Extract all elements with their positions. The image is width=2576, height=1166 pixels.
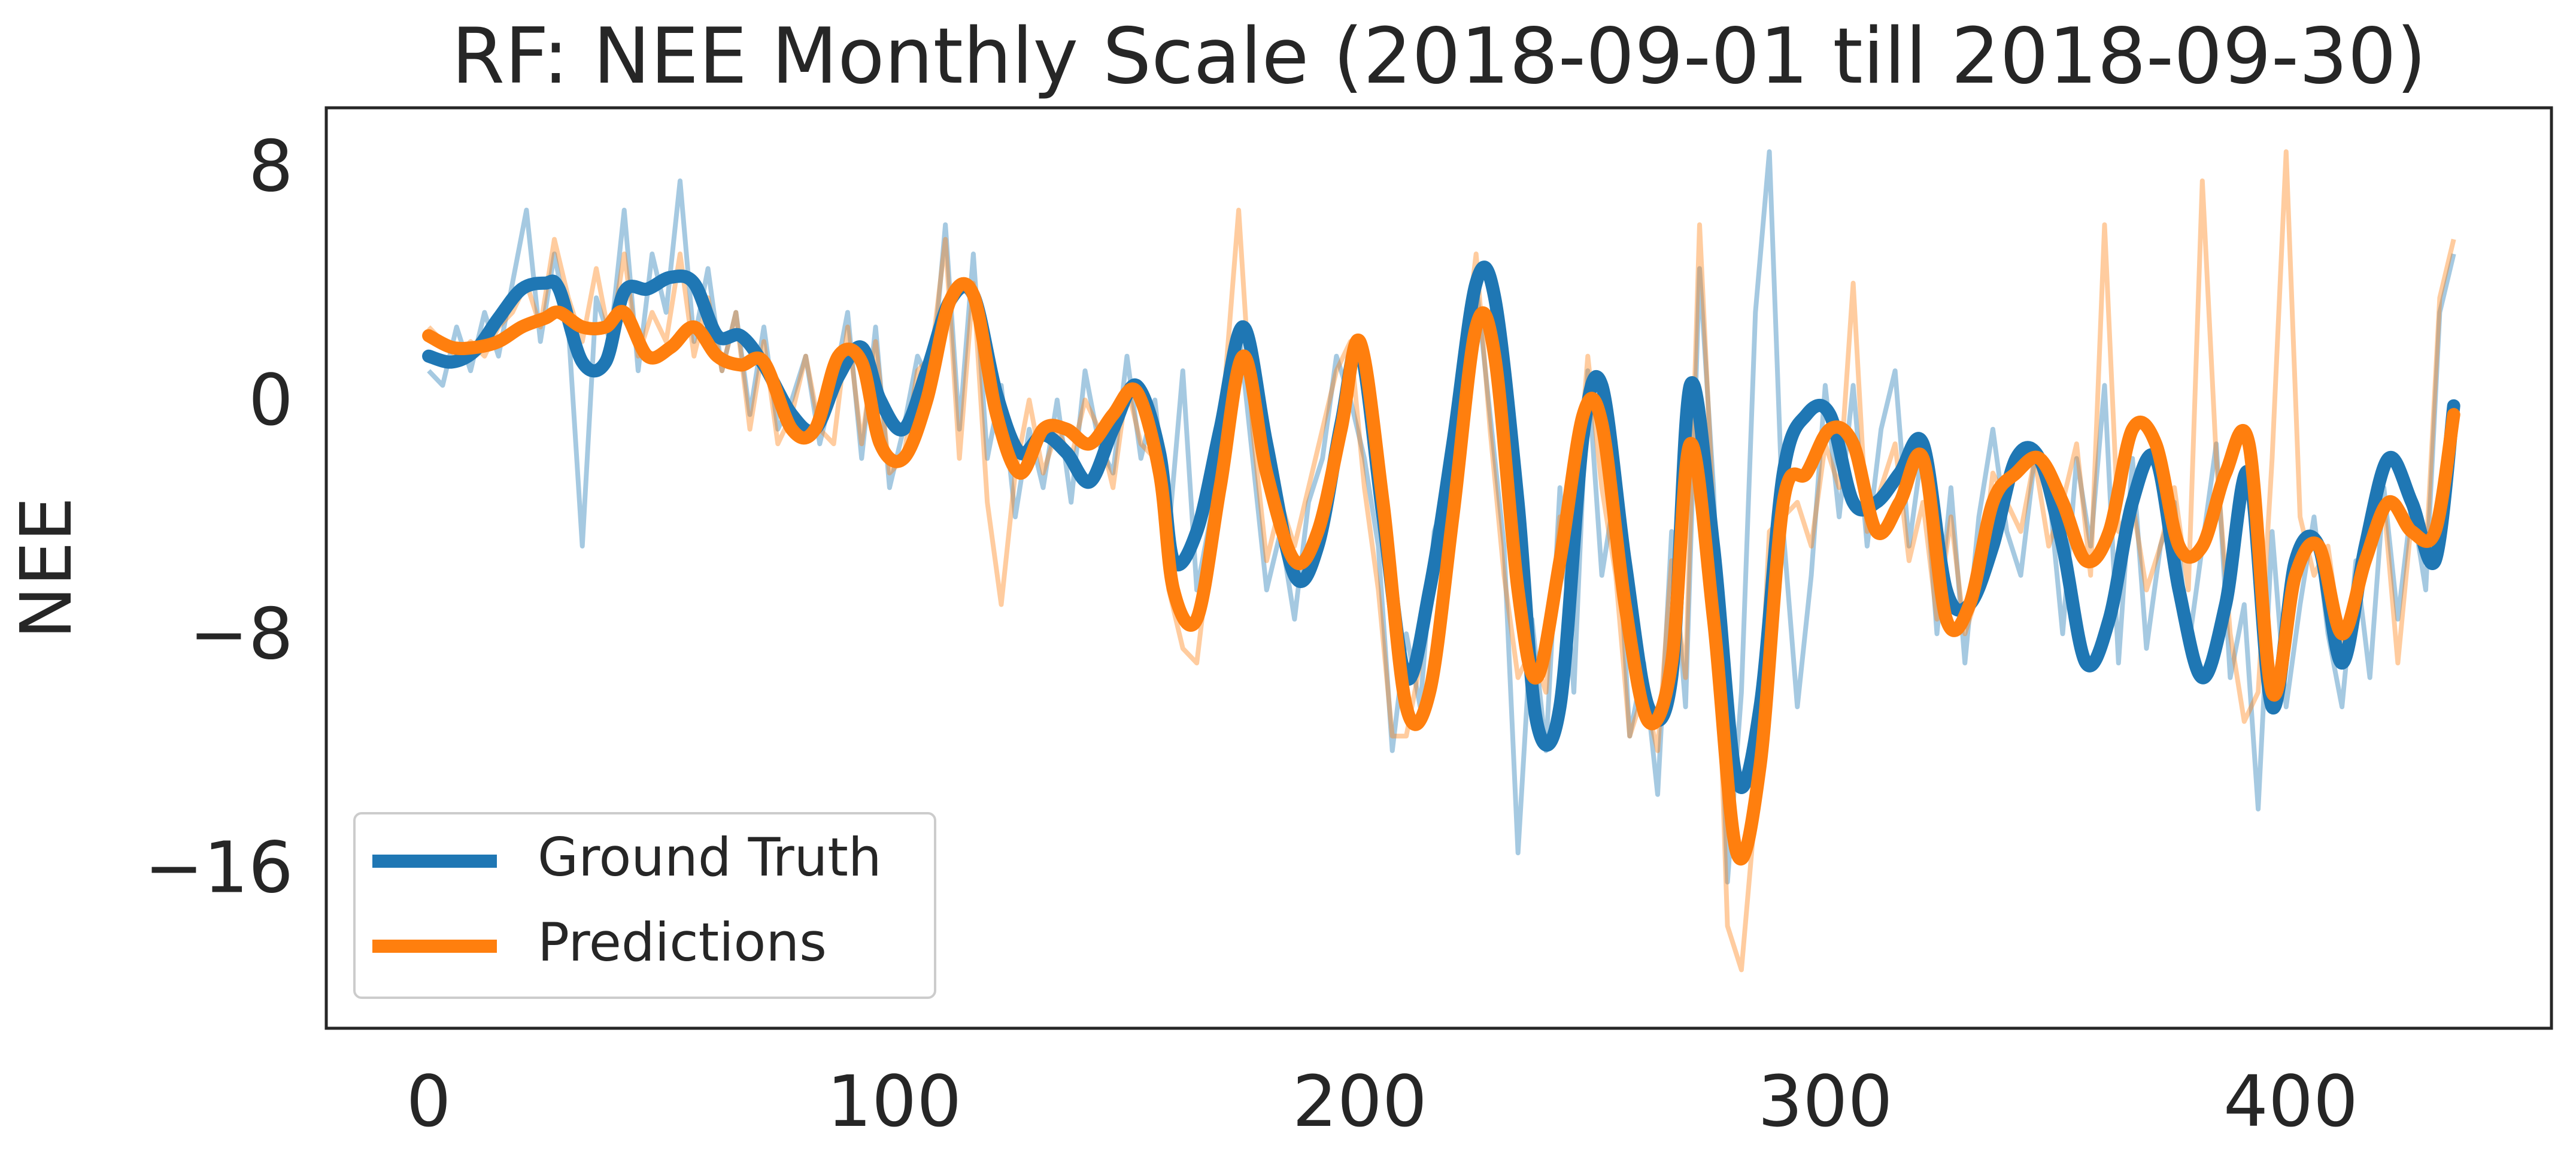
legend-box xyxy=(353,812,936,999)
chart-title: RF: NEE Monthly Scale (2018-09-01 till 2… xyxy=(451,12,2426,101)
y-axis-ticks: 8 0 −8 −16 xyxy=(144,125,293,909)
x-tick-label: 100 xyxy=(827,1060,961,1143)
y-axis-label: NEE xyxy=(5,497,87,639)
x-tick-label: 300 xyxy=(1758,1060,1892,1143)
x-axis-ticks: 0 100 200 300 400 xyxy=(406,1060,2359,1143)
y-tick-label: −16 xyxy=(144,826,293,909)
y-tick-label: 0 xyxy=(248,359,293,441)
y-tick-label: 8 xyxy=(248,125,293,208)
smoothed-series-layer xyxy=(422,261,2460,866)
y-tick-label: −8 xyxy=(189,592,293,675)
x-tick-label: 0 xyxy=(406,1060,451,1143)
plot-area-frame xyxy=(324,106,2553,1030)
legend-label-predictions: Predictions xyxy=(538,911,827,973)
x-tick-label: 400 xyxy=(2223,1060,2358,1143)
legend-label-ground-truth: Ground Truth xyxy=(538,826,882,888)
series-predictions-line xyxy=(422,277,2460,866)
legend: Ground Truth Predictions xyxy=(353,812,936,999)
x-tick-label: 200 xyxy=(1292,1060,1427,1143)
